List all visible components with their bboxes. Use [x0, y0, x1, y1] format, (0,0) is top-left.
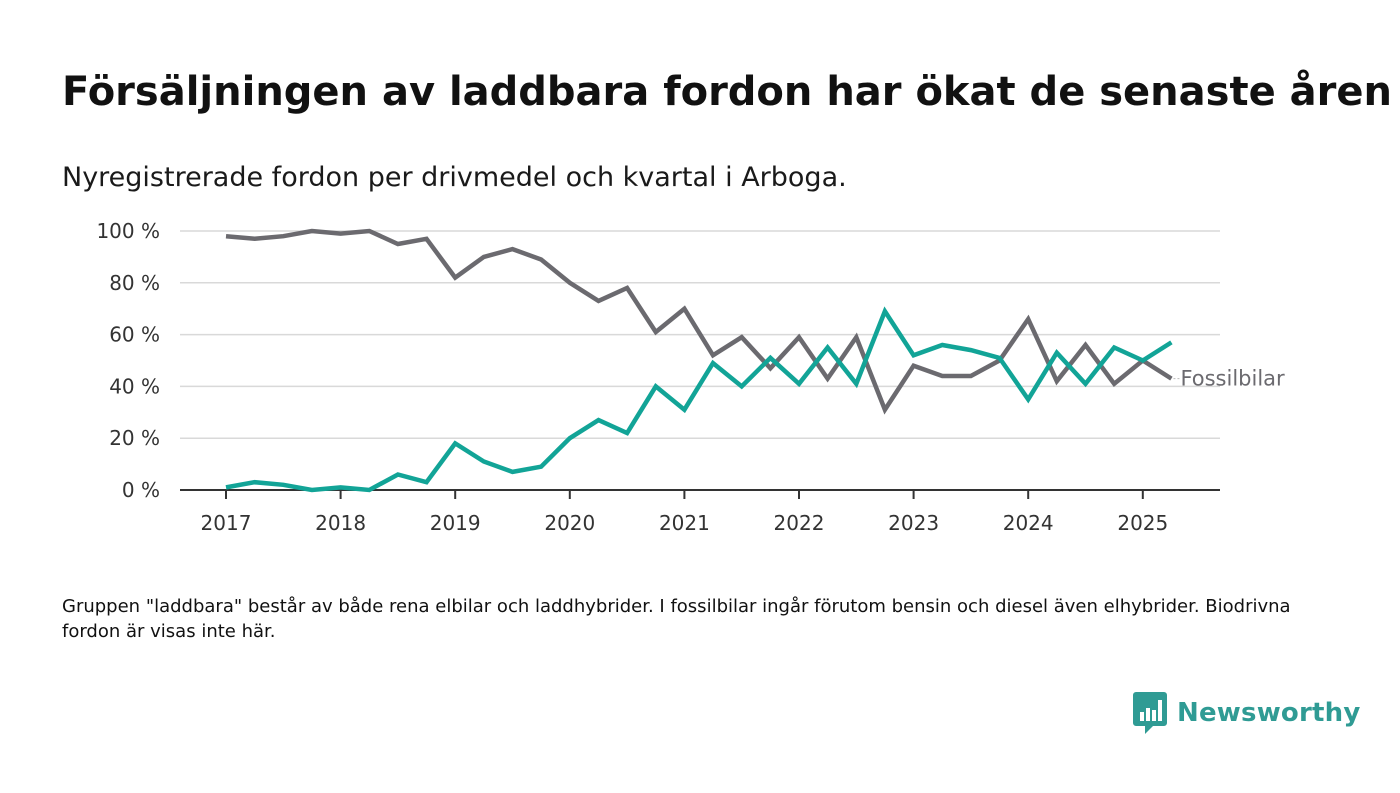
x-tick-label: 2023	[888, 511, 939, 535]
y-tick-label: 0 %	[122, 478, 160, 502]
series-line-laddbara	[225, 306, 1173, 493]
brand-name: Newsworthy	[1177, 698, 1361, 728]
x-tick-label: 2017	[201, 511, 252, 535]
x-tick-label: 2019	[430, 511, 481, 535]
line-chart: 0 % 20 % 40 % 60 % 80 % 100 % 2017 2018 2019 2020…	[96, 219, 1285, 535]
chart-title: Försäljningen av laddbara fordon har öka…	[62, 69, 1392, 115]
series-label-fossilbilar: Fossilbilar	[1180, 367, 1285, 391]
y-tick-label: 40 %	[109, 374, 160, 398]
series	[225, 228, 1173, 493]
bar-chart-bubble-icon	[1133, 692, 1167, 734]
x-tick-label: 2022	[774, 511, 825, 535]
labels: 0 % 20 % 40 % 60 % 80 % 100 % 2017 2018 2019 2020…	[96, 219, 1285, 535]
x-tick-label: 2024	[1003, 511, 1054, 535]
x-tick-label: 2020	[544, 511, 595, 535]
series-line-fossilbilar	[225, 228, 1173, 415]
brand-logo[interactable]: Newsworthy	[1133, 692, 1360, 734]
y-tick-label: 100 %	[96, 219, 160, 243]
footnote: Gruppen "laddbara" består av både rena e…	[62, 596, 1291, 642]
y-tick-label: 20 %	[109, 426, 160, 450]
x-tick-label: 2021	[659, 511, 710, 535]
y-tick-label: 60 %	[109, 323, 160, 347]
y-tick-label: 80 %	[109, 271, 160, 295]
x-tick-label: 2018	[315, 511, 366, 535]
x-tick-label: 2025	[1117, 511, 1168, 535]
axes	[180, 489, 1220, 499]
chart-subtitle: Nyregistrerade fordon per drivmedel och …	[62, 162, 847, 193]
